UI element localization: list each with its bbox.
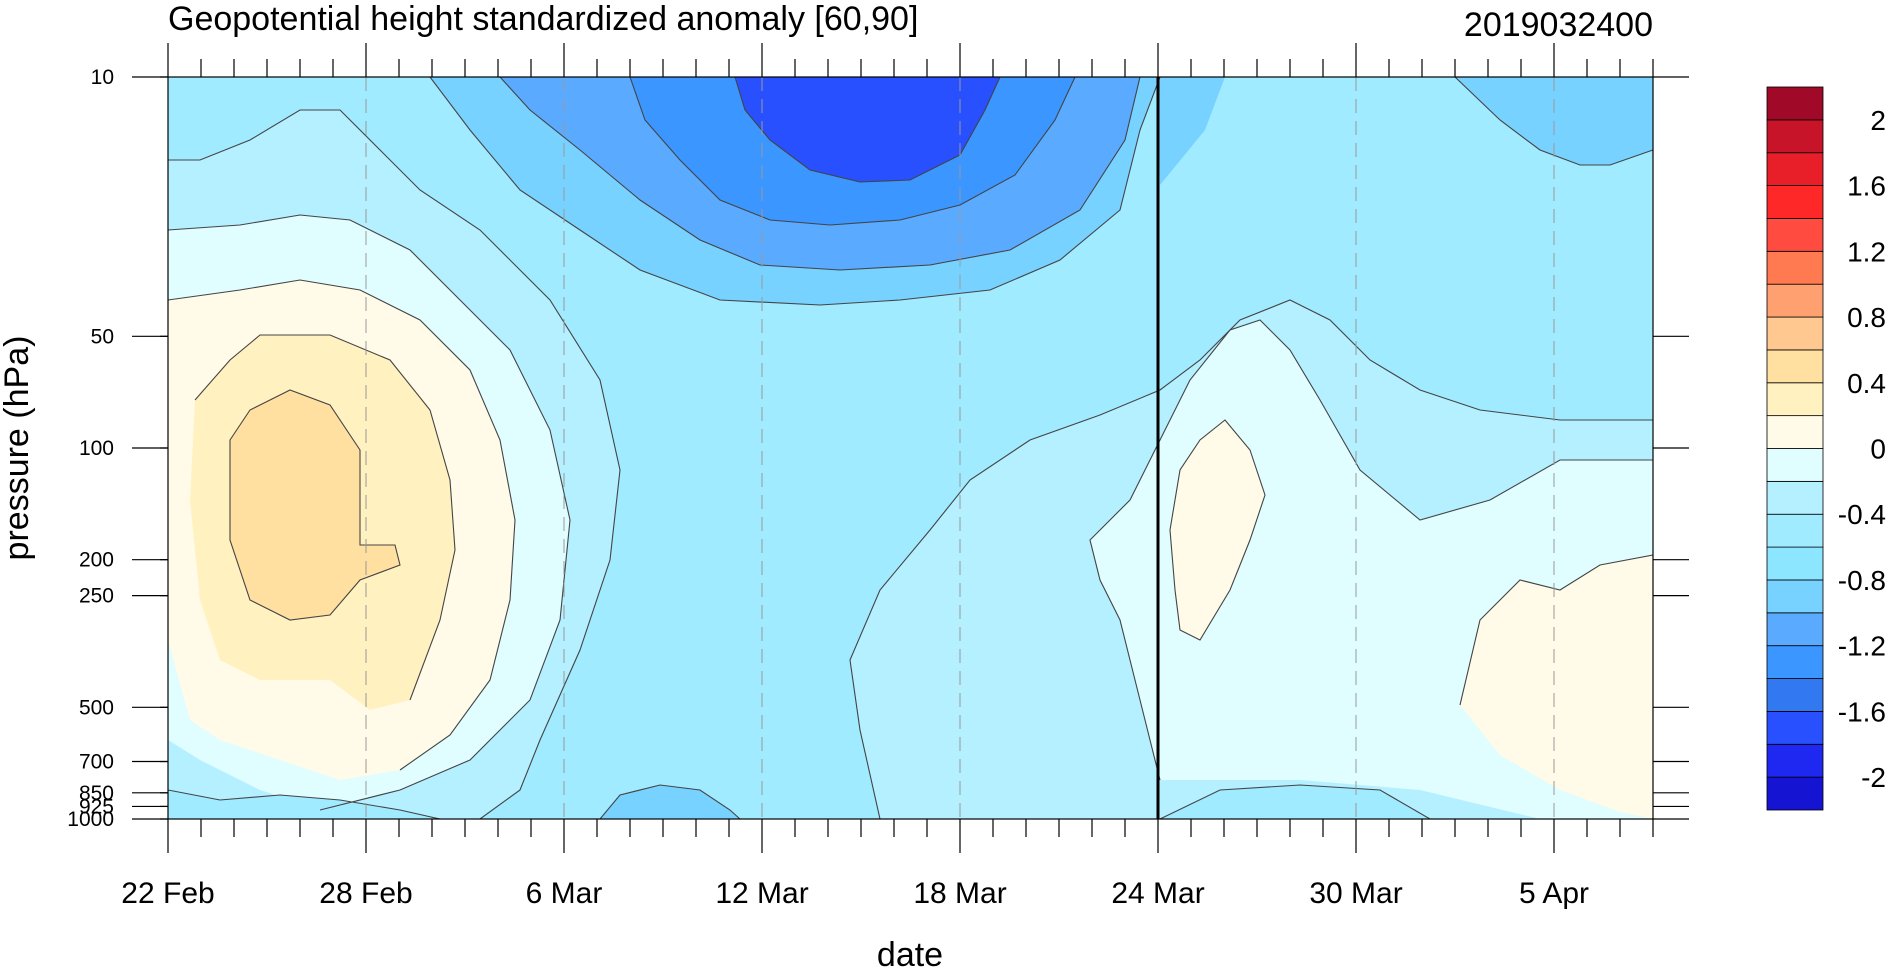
x-tick-label: 12 Mar	[715, 877, 808, 910]
x-axis-label: date	[877, 936, 943, 969]
colorbar-label: -2	[1861, 762, 1886, 793]
colorbar-swatch	[1766, 415, 1824, 449]
colorbar-swatch	[1766, 678, 1824, 712]
colorbar-swatch	[1766, 218, 1824, 252]
colorbar-swatch	[1766, 185, 1824, 219]
colorbar-swatch	[1766, 513, 1824, 548]
y-tick-label: 500	[79, 696, 114, 719]
contour-line	[599, 784, 741, 819]
contour-band	[735, 77, 1000, 182]
contour-line	[168, 279, 516, 771]
contour-field	[168, 77, 1653, 819]
colorbar-label: 1.2	[1847, 236, 1886, 267]
x-tick-label: 28 Feb	[319, 877, 412, 910]
x-tick-label: 30 Mar	[1309, 877, 1402, 910]
colorbar-swatch	[1766, 349, 1824, 384]
y-tick-label: 850	[79, 782, 114, 805]
x-tick-label: 5 Apr	[1519, 877, 1589, 910]
y-tick-label: 700	[79, 751, 114, 774]
x-tick-label: 18 Mar	[913, 877, 1006, 910]
colorbar-swatch	[1766, 316, 1824, 351]
contour-line	[229, 389, 401, 621]
colorbar-label: 1.6	[1847, 171, 1886, 202]
colorbar-swatch	[1766, 546, 1824, 581]
colorbar-swatch	[1766, 776, 1824, 811]
colorbar-swatch	[1766, 382, 1824, 417]
contour-line	[168, 214, 571, 811]
colorbar-swatch	[1766, 480, 1824, 515]
colorbar-swatch	[1766, 579, 1824, 614]
y-tick-label: 50	[91, 325, 114, 348]
contour-band	[1460, 555, 1653, 819]
colorbar-label: 0.8	[1847, 302, 1886, 333]
contour-line	[168, 109, 621, 819]
y-tick-label: 1000	[67, 808, 114, 831]
colorbar-swatch	[1766, 612, 1824, 647]
y-tick-label: 10	[91, 66, 114, 89]
timestamp-label: 2019032400	[1464, 6, 1653, 44]
contour-line	[1089, 319, 1653, 781]
y-tick-label: 250	[79, 585, 114, 608]
colorbar-swatch	[1766, 283, 1824, 318]
contour-line	[499, 77, 1141, 271]
contour-band	[168, 790, 440, 819]
contour-line	[629, 77, 1076, 226]
colorbar-label: -1.6	[1838, 696, 1886, 727]
contour-line	[734, 77, 1001, 183]
contour-line	[1459, 554, 1653, 706]
colorbar-swatch	[1766, 250, 1824, 285]
x-tick-label: 24 Mar	[1111, 877, 1204, 910]
contour-line	[1159, 784, 1431, 819]
contour-line	[429, 77, 1161, 306]
x-tick-label: 22 Feb	[121, 877, 214, 910]
contour-line	[168, 789, 441, 819]
colorbar-label: 0	[1870, 434, 1886, 465]
contour-band	[1158, 77, 1225, 185]
y-tick-label: 100	[79, 437, 114, 460]
colorbar-label: 0.4	[1847, 368, 1886, 399]
colorbar-swatch	[1766, 448, 1824, 482]
colorbar-label: -0.8	[1838, 565, 1886, 596]
colorbar-swatch	[1766, 743, 1824, 778]
contour-band	[230, 390, 400, 620]
x-tick-label: 6 Mar	[526, 877, 603, 910]
contour-band	[1170, 420, 1265, 640]
colorbar-label: -0.4	[1838, 499, 1886, 530]
chart-title: Geopotential height standardized anomaly…	[168, 0, 918, 38]
colorbar-swatch	[1766, 645, 1824, 679]
x-axis: 22 Feb 28 Feb 6 Mar 12 Mar 18 Mar 24 Mar 30 Ma…	[121, 43, 1654, 910]
contour-line	[1169, 419, 1266, 641]
contour-line	[849, 299, 1653, 819]
date-gridlines	[365, 77, 1555, 819]
contour-line	[1454, 77, 1653, 166]
y-axis-label: pressure (hPa)	[0, 336, 36, 561]
colorbar-swatch	[1766, 152, 1824, 186]
colorbar-swatch	[1766, 86, 1824, 121]
colorbar-label: 2	[1870, 105, 1886, 136]
y-tick-label: 925	[79, 795, 114, 818]
colorbar-swatch	[1766, 119, 1824, 154]
colorbar-label: -1.2	[1838, 631, 1886, 662]
contour-band	[1160, 785, 1430, 819]
contour-line	[194, 334, 456, 701]
colorbar-swatch	[1766, 711, 1824, 745]
y-tick-label: 200	[79, 549, 114, 572]
colorbar: -2 -1.6 -1.2 -0.8 -0.4 0 0.4 0.8 1.2 1.6 2	[1766, 86, 1886, 811]
